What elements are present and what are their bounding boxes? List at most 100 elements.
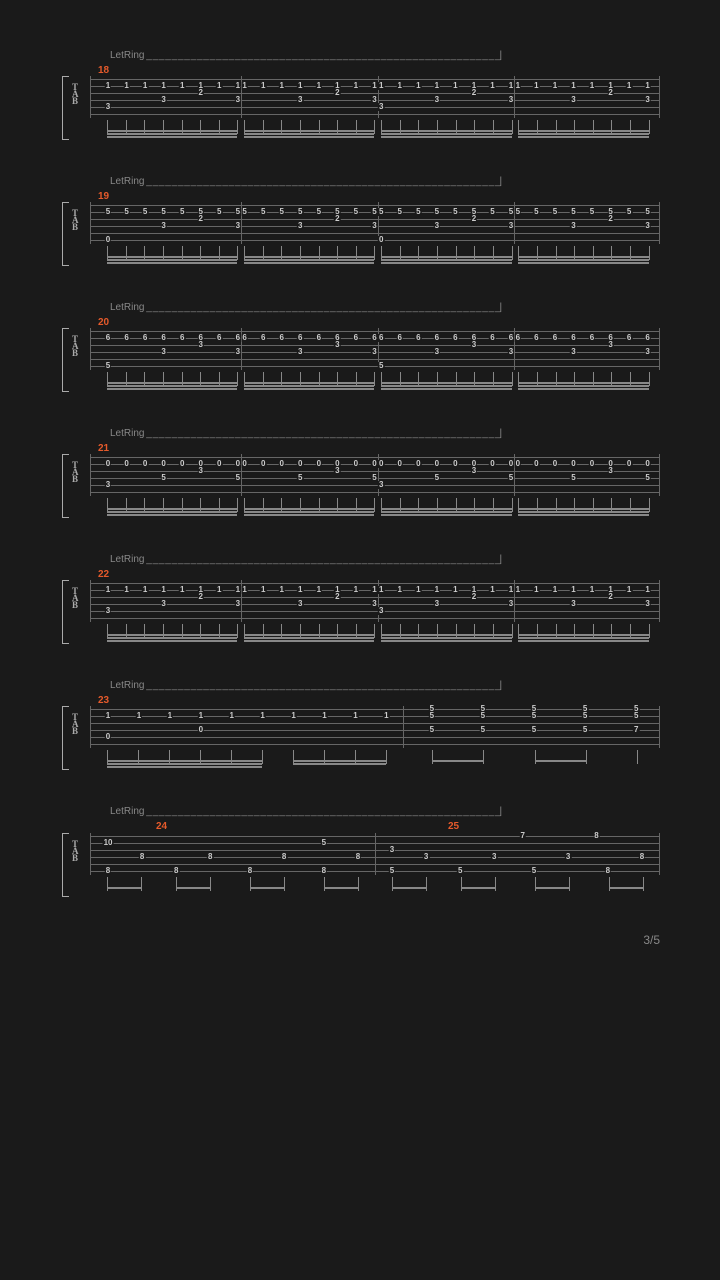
tab-clef: TAB	[72, 84, 79, 105]
fret-number: 0	[626, 460, 632, 468]
fret-number: 1	[297, 586, 303, 594]
fret-number: 3	[508, 96, 514, 104]
fret-number: 3	[570, 600, 576, 608]
fret-number: 1	[353, 586, 359, 594]
fret-number: 1	[216, 586, 222, 594]
fret-number: 1	[142, 82, 148, 90]
fret-number: 2	[607, 89, 613, 97]
fret-number: 6	[235, 334, 241, 342]
fret-number: 8	[281, 853, 287, 861]
fret-number: 0	[260, 460, 266, 468]
fret-number: 0	[371, 460, 377, 468]
fret-number: 0	[105, 236, 111, 244]
fret-number: 6	[371, 334, 377, 342]
page-number: 3/5	[40, 933, 660, 947]
fret-number: 6	[397, 334, 403, 342]
fret-number: 5	[531, 726, 537, 734]
fret-number: 6	[570, 334, 576, 342]
fret-number: 1	[260, 586, 266, 594]
fret-number: 3	[508, 348, 514, 356]
measure-19: LetRing _ _ _ _ _ _ _ _ _ _ _ _ _ _ _ _ …	[40, 176, 680, 264]
tab-row: TAB0000000053530000000053500000000535300…	[70, 454, 660, 516]
measure-number: 18	[98, 65, 680, 76]
fret-number: 8	[105, 867, 111, 875]
fret-number: 5	[570, 208, 576, 216]
fret-number: 6	[378, 334, 384, 342]
tab-row: TAB1088888858835353753888	[70, 833, 660, 895]
fret-number: 3	[371, 222, 377, 230]
fret-number: 3	[198, 467, 204, 475]
tab-clef: TAB	[72, 210, 79, 231]
fret-number: 3	[235, 96, 241, 104]
system-bracket	[62, 76, 69, 140]
fret-number: 2	[198, 89, 204, 97]
fret-number: 2	[334, 593, 340, 601]
fret-number: 3	[644, 348, 650, 356]
fret-number: 5	[644, 208, 650, 216]
fret-number: 5	[644, 474, 650, 482]
tab-row: TAB1111111132331111111132311111111323311…	[70, 580, 660, 642]
fret-number: 1	[353, 82, 359, 90]
fret-number: 3	[160, 600, 166, 608]
tab-row: TAB5555555532305555555532355555555323055…	[70, 202, 660, 264]
fret-number: 1	[260, 82, 266, 90]
fret-number: 2	[334, 89, 340, 97]
fret-number: 5	[533, 208, 539, 216]
fret-number: 0	[489, 460, 495, 468]
fret-number: 6	[179, 334, 185, 342]
fret-number: 6	[434, 334, 440, 342]
fret-number: 5	[316, 208, 322, 216]
fret-number: 5	[397, 208, 403, 216]
fret-number: 0	[397, 460, 403, 468]
fret-number: 6	[533, 334, 539, 342]
measure-21: LetRing _ _ _ _ _ _ _ _ _ _ _ _ _ _ _ _ …	[40, 428, 680, 516]
staff: 1111111132331111111132311111111323311111…	[90, 580, 660, 622]
fret-number: 2	[607, 215, 613, 223]
fret-number: 1	[352, 712, 358, 720]
beam-group	[90, 120, 660, 138]
fret-number: 1	[415, 586, 421, 594]
fret-number: 0	[415, 460, 421, 468]
fret-number: 1	[371, 82, 377, 90]
fret-number: 3	[491, 853, 497, 861]
fret-number: 1	[378, 586, 384, 594]
fret-number: 1	[136, 712, 142, 720]
fret-number: 1	[378, 82, 384, 90]
fret-number: 5	[582, 712, 588, 720]
staff: 1088888858835353753888	[90, 833, 660, 875]
fret-number: 3	[434, 600, 440, 608]
fret-number: 1	[123, 586, 129, 594]
fret-number: 1	[316, 586, 322, 594]
measure-number: 25	[448, 821, 459, 832]
fret-number: 1	[297, 82, 303, 90]
fret-number: 0	[644, 460, 650, 468]
fret-number: 6	[160, 334, 166, 342]
fret-number: 1	[123, 82, 129, 90]
fret-number: 0	[378, 460, 384, 468]
tab-clef: TAB	[72, 462, 79, 483]
fret-number: 5	[105, 208, 111, 216]
fret-number: 1	[533, 82, 539, 90]
fret-number: 5	[216, 208, 222, 216]
measure-number: 22	[98, 569, 680, 580]
fret-number: 0	[378, 236, 384, 244]
fret-number: 5	[378, 208, 384, 216]
fret-number: 0	[123, 460, 129, 468]
fret-number: 3	[508, 600, 514, 608]
fret-number: 1	[397, 82, 403, 90]
fret-number: 8	[173, 867, 179, 875]
fret-number: 7	[519, 832, 525, 840]
fret-number: 5	[179, 208, 185, 216]
staff: 5555555532305555555532355555555323055555…	[90, 202, 660, 244]
beam-group	[90, 498, 660, 516]
fret-number: 6	[105, 334, 111, 342]
fret-number: 1	[241, 586, 247, 594]
fret-number: 5	[378, 362, 384, 370]
measure-23: LetRing _ _ _ _ _ _ _ _ _ _ _ _ _ _ _ _ …	[40, 680, 680, 768]
measure-20: LetRing _ _ _ _ _ _ _ _ _ _ _ _ _ _ _ _ …	[40, 302, 680, 390]
fret-number: 0	[297, 460, 303, 468]
let-ring-marking: LetRing _ _ _ _ _ _ _ _ _ _ _ _ _ _ _ _ …	[110, 302, 680, 313]
fret-number: 2	[471, 215, 477, 223]
fret-number: 3	[570, 348, 576, 356]
let-ring-marking: LetRing _ _ _ _ _ _ _ _ _ _ _ _ _ _ _ _ …	[110, 554, 680, 565]
